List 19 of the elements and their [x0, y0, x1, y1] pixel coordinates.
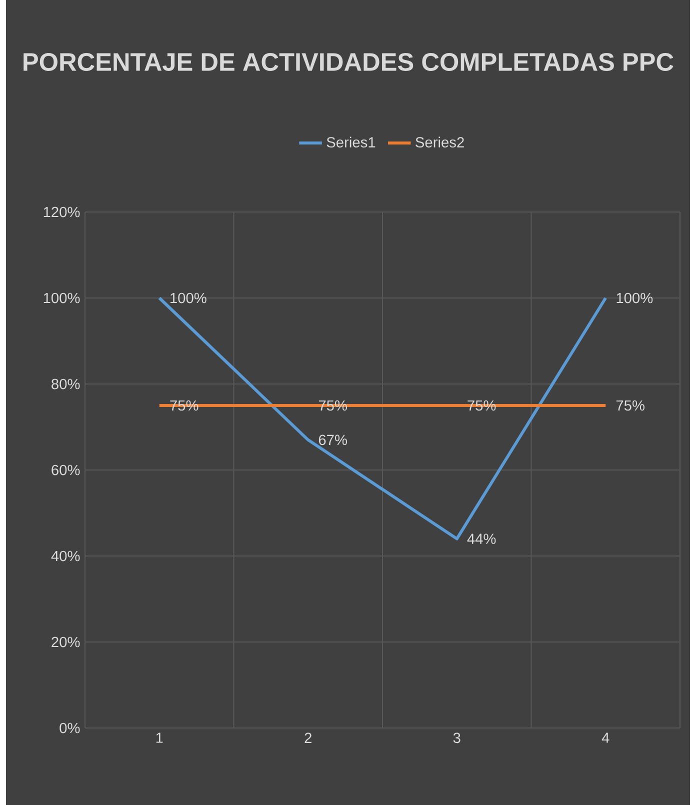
data-label: 67%: [318, 434, 347, 446]
data-label: 75%: [616, 400, 644, 411]
y-tick-label: 80%: [52, 378, 80, 390]
y-tick-label: 20%: [52, 636, 80, 648]
x-tick-label: 2: [304, 732, 312, 743]
data-label: 44%: [467, 534, 496, 544]
x-tick-label: 1: [156, 732, 163, 743]
y-tick-label: 100%: [44, 292, 80, 304]
data-label: 100%: [170, 292, 206, 304]
y-tick-label: 0%: [60, 722, 80, 734]
x-tick-label: 3: [453, 732, 460, 744]
data-label: 100%: [616, 292, 653, 304]
chart-title: PORCENTAJE DE ACTIVIDADES COMPLETADAS PPC: [24, 53, 674, 71]
x-tick-label: 4: [602, 732, 610, 743]
y-tick-label: 40%: [51, 550, 80, 562]
y-tick-label: 120%: [44, 206, 80, 218]
y-tick-label: 60%: [52, 464, 80, 476]
legend-label: Series2: [416, 136, 464, 148]
legend-label: Series1: [326, 136, 376, 148]
